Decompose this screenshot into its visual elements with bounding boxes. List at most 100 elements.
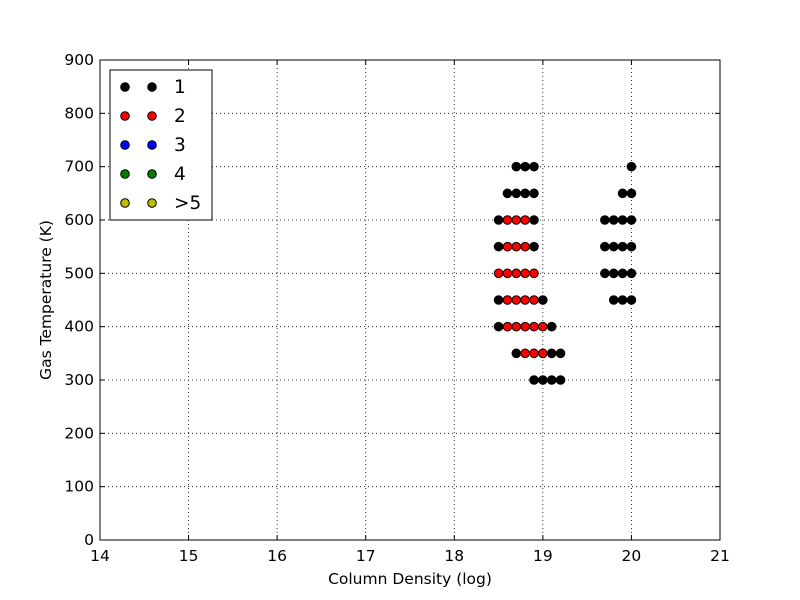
data-point: [626, 215, 637, 225]
data-point: [493, 215, 504, 225]
data-point: [511, 348, 522, 359]
x-tick-label: 18: [444, 547, 464, 565]
data-point: [617, 268, 628, 279]
data-point: [529, 348, 539, 359]
data-point: [538, 375, 548, 385]
y-tick-label: 900: [64, 51, 94, 69]
data-point: [511, 321, 522, 332]
legend-entry: 2: [120, 106, 186, 127]
legend-marker: [120, 111, 130, 121]
legend-marker: [120, 82, 130, 92]
data-point: [529, 321, 539, 332]
y-tick-label: 100: [64, 478, 94, 496]
y-tick-label: 700: [64, 158, 94, 176]
data-point: [520, 215, 530, 225]
data-point: [520, 321, 530, 332]
data-point: [546, 348, 557, 359]
data-point: [600, 215, 610, 225]
y-axis-label: Gas Temperature (K): [37, 220, 55, 380]
axis-ticks: 14 15 16 17 18 19 20 21010020030040050060070080…: [64, 51, 729, 565]
plot-frame: [99, 59, 721, 541]
legend-label: 4: [174, 164, 186, 185]
legend-marker: [120, 140, 130, 150]
data-point: [511, 295, 522, 305]
data-point: [529, 268, 539, 279]
data-points: [493, 161, 637, 385]
data-point: [493, 241, 504, 252]
data-point: [520, 188, 530, 199]
legend-label: 3: [174, 135, 186, 156]
data-point: [626, 295, 637, 305]
data-point: [617, 295, 628, 305]
data-point: [617, 241, 628, 252]
data-point: [600, 268, 610, 279]
y-tick-label: 200: [64, 424, 94, 442]
legend-label: >5: [174, 193, 201, 214]
x-tick-label: 16: [267, 547, 287, 565]
data-point: [511, 215, 522, 225]
data-point: [529, 241, 539, 252]
data-point: [538, 348, 548, 359]
data-point: [520, 295, 530, 305]
y-tick-label: 0: [84, 531, 94, 549]
legend-marker: [147, 198, 157, 208]
data-point: [511, 161, 522, 172]
data-point: [529, 215, 539, 225]
legend-marker: [147, 169, 157, 179]
data-point: [555, 375, 566, 385]
y-tick-label: 600: [64, 211, 94, 229]
data-point: [502, 268, 513, 279]
data-point: [546, 321, 557, 332]
data-point: [520, 348, 530, 359]
legend-entry: 3: [120, 135, 186, 156]
data-point: [520, 241, 530, 252]
legend: 1 2 3 4 >5: [109, 69, 213, 221]
data-point: [502, 215, 513, 225]
x-tick-label: 20: [622, 547, 642, 565]
data-point: [529, 188, 539, 199]
legend-label: 2: [174, 106, 186, 127]
data-point: [511, 188, 522, 199]
data-point: [502, 188, 513, 199]
y-tick-label: 800: [64, 104, 94, 122]
series-2: [493, 215, 548, 359]
legend-marker: [147, 111, 157, 121]
data-point: [626, 241, 637, 252]
data-point: [626, 268, 637, 279]
y-tick-label: 300: [64, 371, 94, 389]
data-point: [493, 268, 504, 279]
series-1: [493, 161, 637, 385]
legend-entry: 1: [120, 77, 186, 98]
x-tick-label: 21: [710, 547, 730, 565]
data-point: [529, 161, 539, 172]
data-point: [511, 268, 522, 279]
x-tick-label: 14: [90, 547, 110, 565]
data-point: [538, 321, 548, 332]
legend-marker: [147, 82, 157, 92]
data-point: [538, 295, 548, 305]
data-point: [493, 295, 504, 305]
data-point: [502, 241, 513, 252]
legend-marker: [120, 198, 130, 208]
data-point: [608, 241, 619, 252]
x-tick-label: 15: [179, 547, 199, 565]
data-point: [608, 268, 619, 279]
data-point: [493, 321, 504, 332]
data-point: [617, 215, 628, 225]
y-tick-label: 500: [64, 264, 94, 282]
data-point: [617, 188, 628, 199]
data-point: [502, 321, 513, 332]
legend-marker: [120, 169, 130, 179]
data-point: [529, 375, 539, 385]
data-point: [600, 241, 610, 252]
data-point: [626, 161, 637, 172]
data-point: [626, 188, 637, 199]
data-point: [608, 295, 619, 305]
data-point: [546, 375, 557, 385]
x-axis-label: Column Density (log): [328, 570, 492, 588]
data-point: [511, 241, 522, 252]
x-tick-label: 19: [533, 547, 553, 565]
legend-label: 1: [174, 77, 186, 98]
data-point: [502, 295, 513, 305]
